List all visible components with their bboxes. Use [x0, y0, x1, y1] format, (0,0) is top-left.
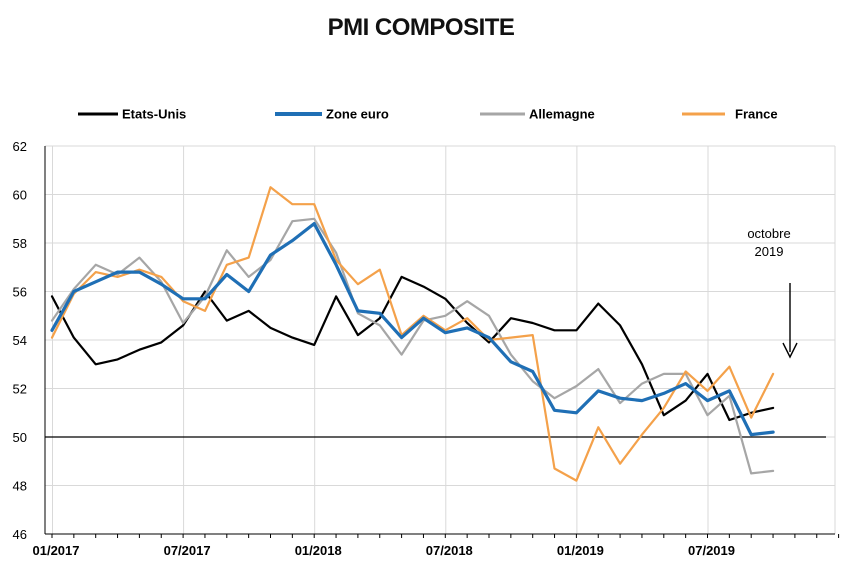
y-tick-label: 62 — [13, 139, 27, 154]
y-tick-label: 54 — [13, 333, 27, 348]
legend-label-etats-unis: Etats-Unis — [122, 107, 186, 122]
x-tick-label: 01/2018 — [295, 543, 342, 558]
legend-label-france: France — [735, 107, 778, 122]
y-tick-label: 50 — [13, 430, 27, 445]
y-tick-labels: 46 48 50 52 54 56 58 60 62 — [13, 139, 27, 542]
x-tick-label: 01/2017 — [33, 543, 80, 558]
x-tick-label: 07/2019 — [688, 543, 735, 558]
x-tick-label: 07/2017 — [164, 543, 211, 558]
series-line-france — [50, 186, 775, 482]
y-tick-label: 52 — [13, 382, 27, 397]
y-tick-label: 60 — [13, 188, 27, 203]
x-tick-label: 01/2019 — [557, 543, 604, 558]
y-tick-label: 58 — [13, 236, 27, 251]
y-tick-label: 56 — [13, 285, 27, 300]
x-tick-labels: 01/2017 07/2017 01/2018 07/2018 01/2019 07/20… — [33, 534, 840, 558]
annotation-arrow-head — [782, 342, 798, 359]
series-lines — [50, 186, 775, 482]
x-tick-label: 07/2018 — [426, 543, 473, 558]
annotation: octobre 2019 — [747, 226, 798, 359]
annotation-year: 2019 — [755, 244, 784, 259]
chart-title: PMI COMPOSITE — [327, 14, 515, 41]
legend-label-allemagne: Allemagne — [529, 107, 595, 122]
annotation-month: octobre — [747, 226, 790, 241]
legend: Etats-Unis Zone euro Allemagne France — [78, 107, 778, 122]
series-line-etats-unis — [50, 275, 775, 422]
y-tick-label: 48 — [13, 479, 27, 494]
series-line-zone-euro — [50, 222, 775, 437]
legend-label-zone-euro: Zone euro — [326, 107, 389, 122]
y-tick-label: 46 — [13, 527, 27, 542]
series-line-allemagne — [50, 217, 775, 475]
